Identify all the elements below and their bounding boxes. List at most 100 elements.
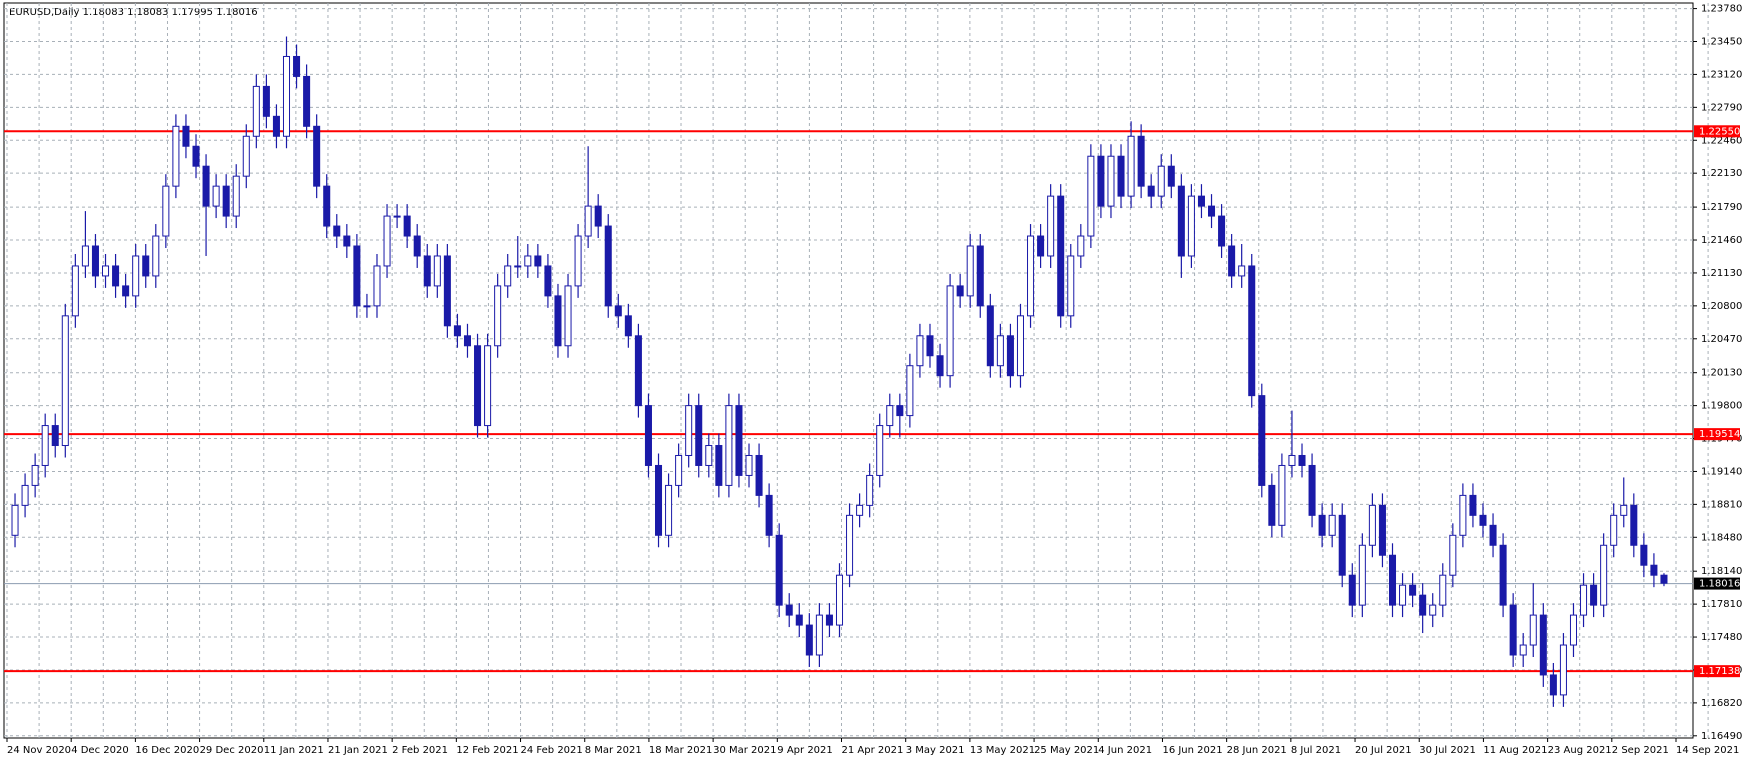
candle-body [534,255,542,267]
candle-body [81,245,89,267]
candle-body [142,255,150,277]
candle-body [614,305,622,317]
candle-body [152,235,160,277]
candle-body [996,335,1004,367]
candle-body [665,484,673,536]
price-label-box [1694,577,1740,590]
x-tick-label: 21 Apr 2021 [842,745,904,756]
x-tick-label: 23 Aug 2021 [1548,745,1612,756]
x-tick-label: 14 Sep 2021 [1676,745,1739,756]
candle-body [1358,544,1366,606]
candle-body [1419,594,1427,616]
candle-body [594,205,602,227]
candle-body [333,225,341,237]
candle-body [745,454,753,476]
candle-body [1037,235,1045,257]
candle-body [1660,574,1668,584]
candle-body [443,255,451,327]
x-tick-label: 28 Jun 2021 [1227,745,1287,756]
candle-body [383,215,391,267]
candle-body [805,624,813,656]
candle-body [1388,554,1397,606]
candle-body [705,445,713,466]
candle-body [1499,544,1507,606]
candle-body [554,295,562,347]
candle-body [1479,514,1487,526]
candle-body [423,255,431,287]
candle-body [906,365,914,417]
candle-body [544,265,552,297]
candle-body [252,85,260,137]
candle-body [846,514,854,576]
y-tick-label: 1.18810 [1701,499,1742,510]
candle-body [31,464,39,486]
candle-body [1248,265,1256,397]
candle-body [1278,464,1286,526]
candle-body [494,285,502,347]
candle-body [1077,235,1085,257]
x-tick-label: 2 Sep 2021 [1612,745,1669,756]
candle-body [282,55,291,137]
candle-body [1549,674,1557,696]
candle-body [303,75,311,127]
candle-body [1519,644,1527,656]
y-tick-label: 1.20470 [1701,334,1742,345]
x-tick-label: 2 Feb 2021 [392,745,448,756]
candle-body [1600,544,1608,606]
candle-body [785,604,793,616]
candle-body [1509,604,1517,656]
candle-body [1097,155,1105,207]
y-tick-label: 1.20800 [1701,301,1742,312]
candle-body [122,285,130,297]
candle-body [1016,315,1024,377]
candle-body [1117,155,1125,197]
candle-body [162,185,170,237]
level-label: 1.22550 [1699,126,1740,137]
candle-body [1559,644,1567,696]
candle-body [695,405,703,466]
y-tick-label: 1.21460 [1701,235,1742,246]
x-tick-label: 20 Jul 2021 [1355,745,1412,756]
candle-body [1067,255,1075,317]
y-tick-label: 1.21130 [1701,268,1742,279]
candle-body [1469,494,1477,516]
candle-body [1047,195,1055,257]
y-tick-label: 1.23120 [1701,69,1742,80]
x-tick-label: 30 Jul 2021 [1419,745,1476,756]
candle-body [1569,614,1577,646]
candle-body [403,215,411,237]
level-label: 1.17138 [1699,666,1740,677]
candle-body [1167,165,1175,187]
x-tick-label: 12 Feb 2021 [456,745,518,756]
y-tick-label: 1.16820 [1701,698,1742,709]
y-tick-label: 1.22130 [1701,168,1742,179]
x-tick-label: 24 Nov 2020 [7,745,71,756]
x-tick-label: 4 Dec 2020 [71,745,129,756]
candle-body [343,235,351,247]
x-tick-label: 8 Mar 2021 [585,745,642,756]
candle-body [1258,395,1266,486]
candle-body [71,265,79,317]
candle-body [886,405,894,427]
y-tick-label: 1.21790 [1701,202,1742,213]
candle-body [1197,195,1205,207]
candle-body [61,315,69,447]
candle-body [484,345,492,427]
candle-body [1409,584,1417,596]
candle-body [1006,335,1014,377]
candle-body [624,315,632,337]
candle-body [323,185,331,227]
candle-body [675,454,683,486]
candle-body [856,504,864,516]
candle-body [1529,614,1537,646]
candle-body [413,235,421,257]
x-tick-label: 18 Mar 2021 [649,745,712,756]
y-tick-label: 1.16490 [1701,731,1742,742]
candle-body [1610,514,1618,546]
y-tick-label: 1.19140 [1701,466,1742,477]
candle-body [1268,484,1276,526]
candle-body [1288,454,1296,466]
candle-body [51,425,59,447]
candle-body [1177,185,1185,257]
